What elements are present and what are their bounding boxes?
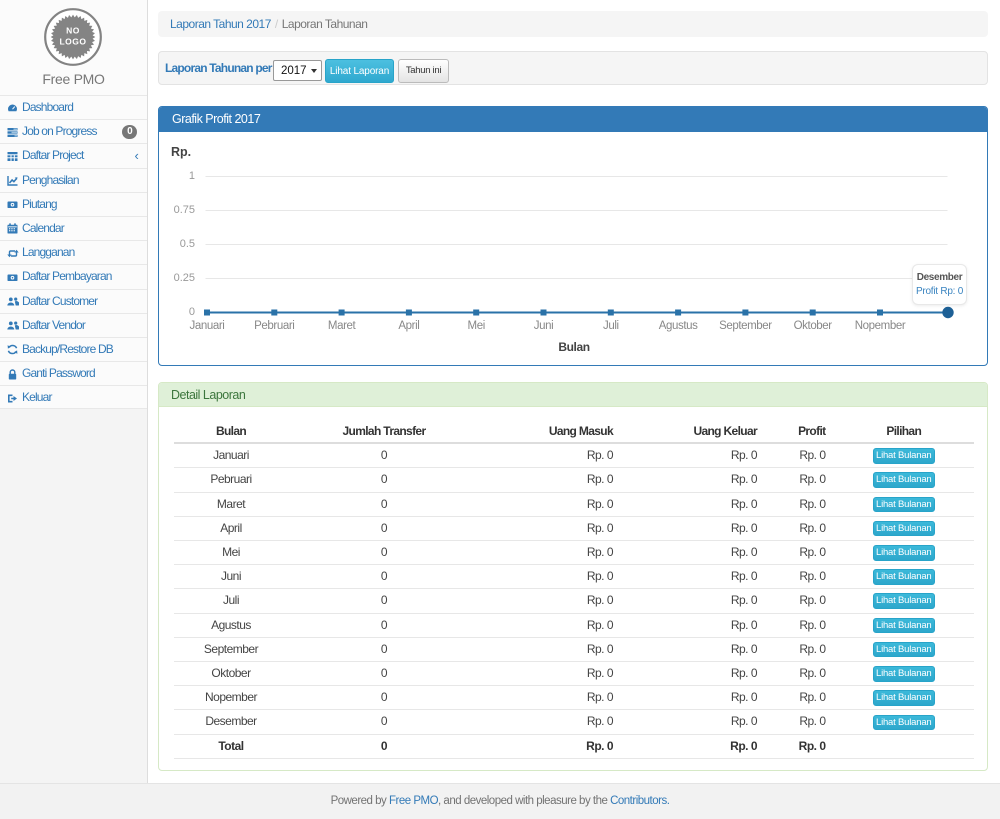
svg-text:LOGO: LOGO: [59, 37, 86, 47]
svg-text:NO: NO: [66, 26, 80, 36]
